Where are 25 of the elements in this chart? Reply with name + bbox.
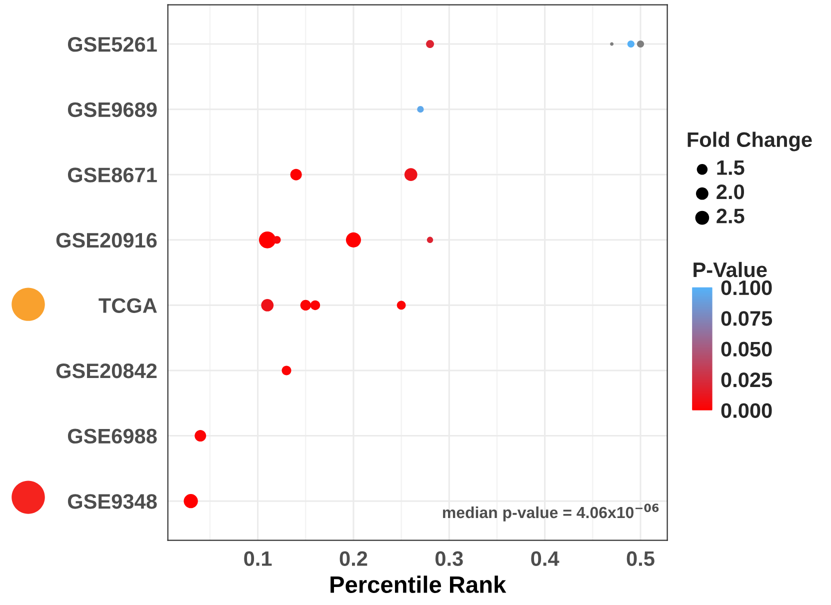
color-bar-label: 0.050 [721, 342, 772, 357]
x-tick-label: 0.5 [626, 551, 654, 566]
y-tick-label: GSE8671 [68, 168, 157, 182]
color-bar-label: 0.000 [721, 403, 772, 418]
legend-label: 2.0 [716, 184, 744, 200]
color-bar-title: P-Value [694, 262, 767, 278]
y-tick-label: GSE5261 [68, 37, 157, 52]
color-bar-label: 0.025 [721, 372, 772, 388]
y-tick-label: GSE6988 [68, 428, 157, 444]
color-bar-label: 0.100 [721, 280, 772, 296]
legend-title: Fold Change [688, 132, 812, 152]
y-tick-label: TCGA [98, 298, 157, 313]
x-tick-label: 0.2 [340, 551, 368, 566]
x-tick-label: 0.4 [531, 551, 560, 566]
y-tick-label: GSE20916 [56, 232, 157, 248]
y-tick-label: GSE20842 [56, 363, 157, 378]
x-axis-title: Percentile Rank [330, 576, 506, 593]
color-bar-label: 0.075 [721, 311, 772, 326]
annotation: median p-value = 4.06x10$^{−06}$ [442, 504, 659, 522]
x-tick-label: 0.3 [435, 551, 463, 566]
legend-label: 2.5 [716, 208, 744, 224]
legend-label: 1.5 [717, 160, 744, 175]
y-tick-label: GSE9348 [68, 494, 157, 509]
x-tick-label: 0.1 [244, 551, 272, 566]
y-tick-label: GSE9689 [68, 102, 157, 118]
